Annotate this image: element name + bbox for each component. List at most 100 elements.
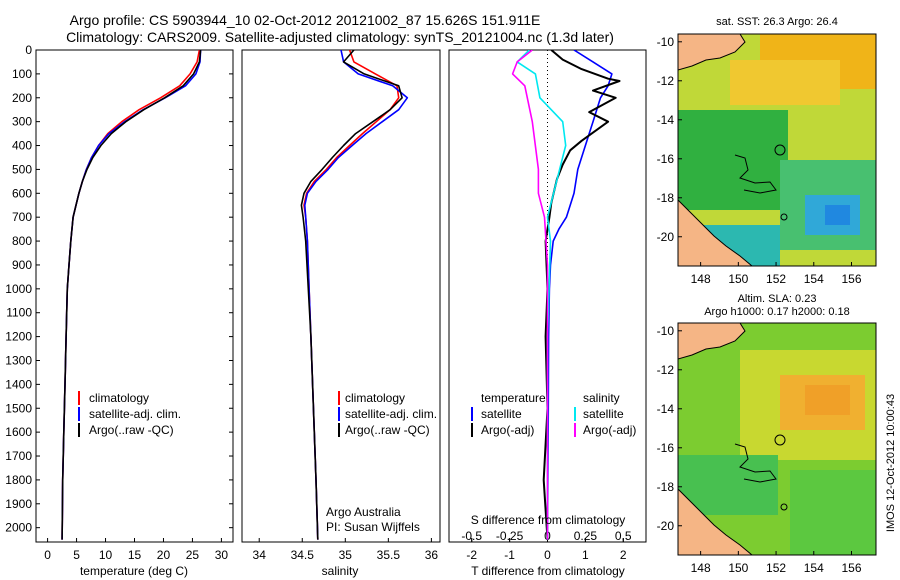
sst-map-field [678,34,876,266]
legend-label: satellite-adj. clim. [89,407,181,421]
sla-high-region [805,385,850,415]
lon-tick-label: 152 [766,272,786,286]
legend-label: satellite [481,407,522,421]
lat-tick-label: -18 [657,191,675,205]
lon-tick-label: 156 [841,561,861,575]
salinity-xlabel: salinity [322,564,359,578]
land-australia [678,199,753,266]
temperature-series [61,50,202,540]
lon-tick-label: 150 [728,272,748,286]
x-tick-label: 35.5 [377,548,401,562]
x-tick-label: -2 [466,548,477,562]
depth-tick-label: 100 [12,67,32,81]
x-tick-label: 34.5 [291,548,315,562]
x-tick-label: 2 [620,548,627,562]
x-tick-label: 0 [44,548,51,562]
depth-tick-label: 900 [12,258,32,272]
lon-tick-label: 150 [728,561,748,575]
lat-tick-label: -12 [657,363,675,377]
x-tick-label: -0.5 [461,529,482,543]
x-tick-label: 1 [582,548,589,562]
difference-legend: temperature salinity satellite Argo(-adj… [471,391,636,437]
temperature-axes [35,49,234,543]
legend-label: climatology [89,391,149,405]
sla-map-panel: Altim. SLA: 0.23 Argo h1000: 0.17 h2000:… [657,293,877,575]
sst-map-panel: sat. SST: 26.3 Argo: 26.4 -10-12-14-16-1… [657,16,877,286]
lat-tick-label: -14 [657,113,675,127]
lon-tick-label: 152 [766,561,786,575]
x-tick-label: -1 [504,548,515,562]
temperature-xlabel: temperature (deg C) [80,564,188,578]
temperature-tick-labels: 0 5 10 15 20 25 30 [44,538,228,562]
x-tick-label: 25 [186,548,200,562]
salinity-legend: climatology satellite-adj. clim. Argo(..… [338,391,437,437]
lat-tick-label: -18 [657,480,675,494]
sla-lon-ticks: 148 150 152 154 156 [691,551,862,575]
sst-lat-ticks: -10 -12 -14 -16 -18 -20 [657,35,682,244]
x-tick-label: 36 [425,548,439,562]
reef-outline [734,443,777,483]
series-line-argo-raw-qc- [300,50,403,540]
reef-outline [780,213,788,221]
x-tick-label: 0.5 [615,529,632,543]
argo-position-marker [774,434,786,446]
legend-label: satellite-adj. clim. [345,407,437,421]
salinity-tick-labels: 34 34.5 35 35.5 36 [253,538,439,562]
lon-tick-label: 148 [691,561,711,575]
sst-map-frame [677,33,877,267]
salinity-axes [241,49,441,543]
series-line-temperature-argo-adj- [542,50,621,540]
title-line-2: Climatology: CARS2009. Satellite-adjuste… [66,29,614,45]
x-tick-label: 30 [215,548,229,562]
depth-tick-label: 1600 [5,425,32,439]
sla-map-title-1: Altim. SLA: 0.23 [738,293,817,305]
credit-line-2: PI: Susan Wijffels [326,520,420,534]
depth-tick-label: 500 [12,162,32,176]
depth-tick-label: 200 [12,91,32,105]
temperature-legend: climatology satellite-adj. clim. Argo(..… [78,391,181,437]
difference-top-label: S difference from climatology [471,513,626,527]
sst-lon-ticks: 148 150 152 154 156 [691,262,862,286]
depth-tick-label: 1200 [5,330,32,344]
sst-warm-region [730,60,840,105]
sla-map-field [678,323,876,555]
legend-label: Argo(..raw -QC) [89,423,174,437]
land-new-guinea [678,34,746,71]
depth-tick-label: 700 [12,210,32,224]
reef-outline [734,154,777,194]
depth-tick-label: 400 [12,139,32,153]
lon-tick-label: 154 [804,272,824,286]
legend-label: Argo(..raw -QC) [345,423,430,437]
lat-tick-label: -12 [657,74,675,88]
salinity-series [300,50,409,540]
legend-label: satellite [583,407,624,421]
depth-tick-label: 800 [12,234,32,248]
x-tick-label: 15 [128,548,142,562]
depth-tick-label: 1900 [5,497,32,511]
argo-position-marker [774,144,786,156]
sla-map-title-2: Argo h1000: 0.17 h2000: 0.18 [704,306,850,318]
x-tick-label: 0 [544,548,551,562]
sst-cool-region [825,205,850,225]
difference-panel: -2 -1 0 1 2 -0.5 -0.25 0 0.25 0.5 T difference f… [448,49,647,578]
series-line-salinity-satellite [516,50,567,540]
difference-xlabel: T difference from climatology [471,564,625,578]
credit-line-1: Argo Australia [326,505,401,519]
x-tick-label: 20 [157,548,171,562]
sla-map-frame [677,322,877,556]
sla-lat-ticks: -10 -12 -14 -16 -18 -20 [657,324,682,533]
land-new-guinea [678,323,746,360]
depth-tick-label: 1500 [5,401,32,415]
depth-tick-label: 1300 [5,353,32,367]
lat-tick-label: -14 [657,402,675,416]
sst-map-title: sat. SST: 26.3 Argo: 26.4 [716,16,838,28]
depth-tick-label: 1100 [6,306,32,320]
salinity-panel: 34 34.5 35 35.5 36 salinity climatology sate… [241,49,441,578]
lat-tick-label: -10 [657,35,675,49]
legend-header-temperature: temperature [481,391,546,405]
x-tick-label: 10 [99,548,113,562]
reef-outline [780,503,788,511]
legend-label: Argo(-adj) [583,423,636,437]
depth-tick-label: 300 [12,115,32,129]
